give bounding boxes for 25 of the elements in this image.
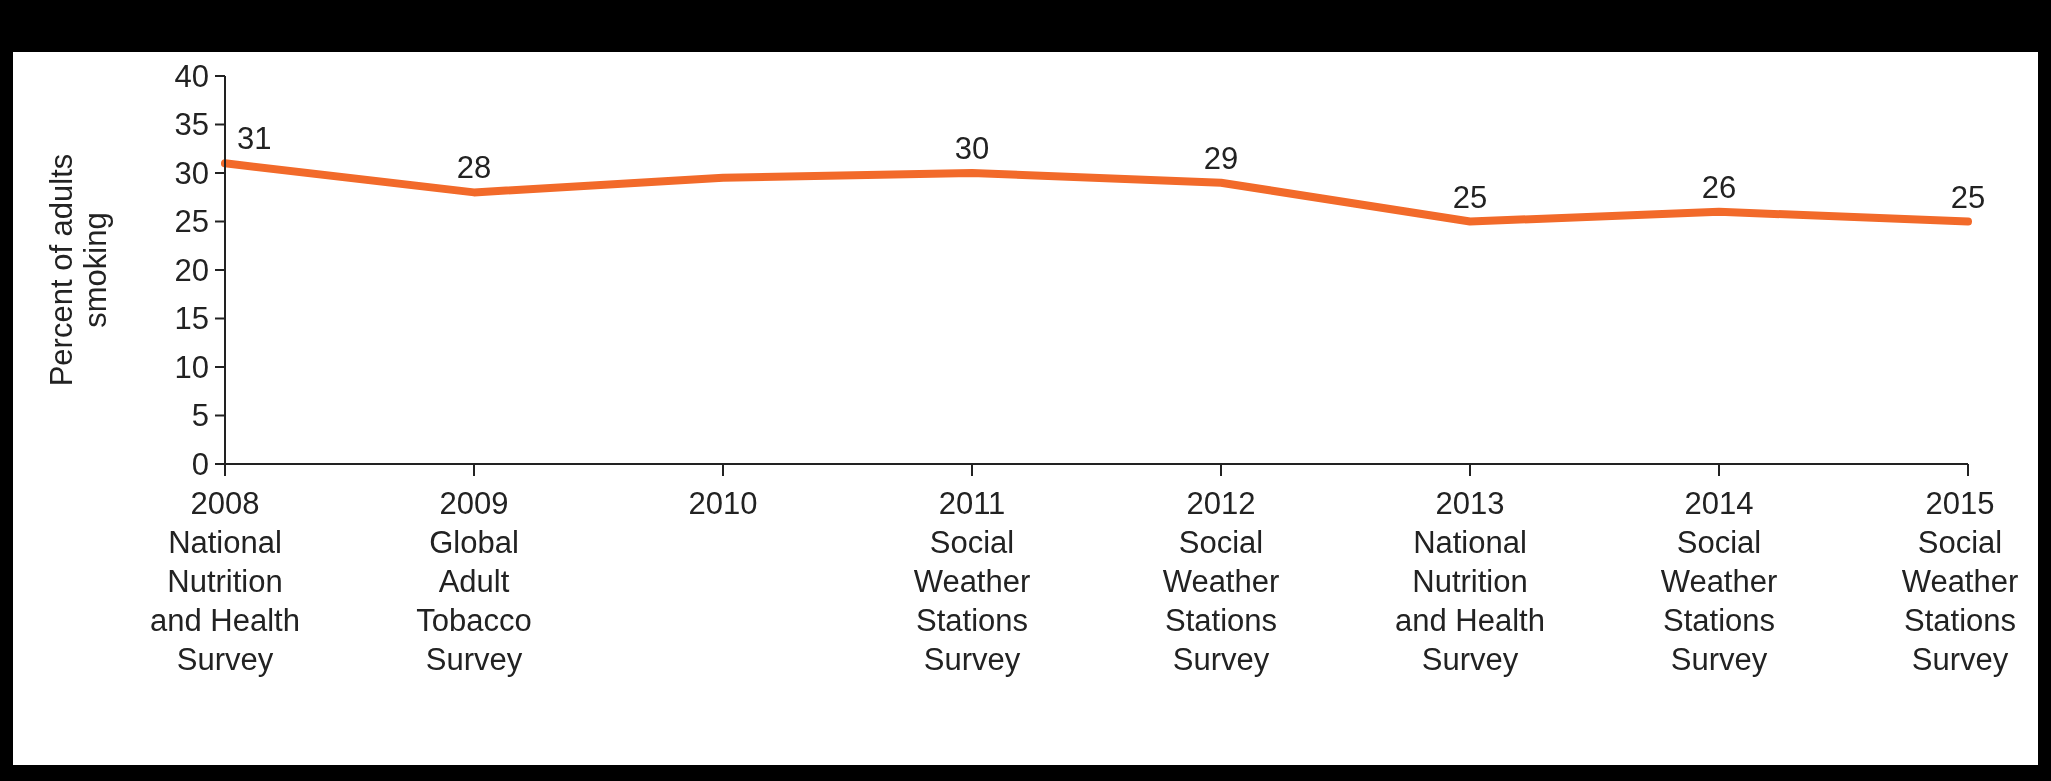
x-tick-label: 2012 Social Weather Stations Survey (1162, 486, 1280, 677)
y-tick-label: 30 (174, 155, 209, 191)
x-tick-label: 2013 National Nutrition and Health Survey (1395, 486, 1545, 677)
y-tick-label: 10 (174, 349, 209, 385)
data-label: 30 (954, 131, 990, 166)
data-label: 31 (237, 121, 272, 157)
data-label: 28 (456, 150, 492, 186)
x-tick-label: 2008 National Nutrition and Health Survey (150, 486, 300, 677)
y-tick-label: 35 (174, 107, 209, 143)
y-tick-label: 15 (174, 301, 209, 337)
x-tick-label: 2011 Social Weather Stations Survey (913, 486, 1031, 677)
data-label: 26 (1701, 169, 1737, 205)
data-label: 29 (1203, 140, 1239, 176)
y-tick-label: 25 (174, 204, 209, 240)
data-label: 25 (1950, 179, 1986, 215)
x-tick-label: 2015 Social Weather Stations Survey (1901, 486, 2019, 677)
x-tick-label: 2009 Global Adult Tobacco Survey (416, 486, 532, 677)
y-tick-label: 40 (174, 58, 209, 94)
y-axis-title: Percent of adults smoking (44, 153, 113, 387)
y-tick-label: 5 (191, 398, 209, 434)
data-label: 25 (1452, 179, 1488, 215)
y-tick-label: 0 (191, 446, 209, 482)
y-tick-label: 20 (174, 252, 209, 288)
x-tick-label: 2010 (688, 486, 758, 521)
x-tick-label: 2014 Social Weather Stations Survey (1660, 486, 1778, 677)
